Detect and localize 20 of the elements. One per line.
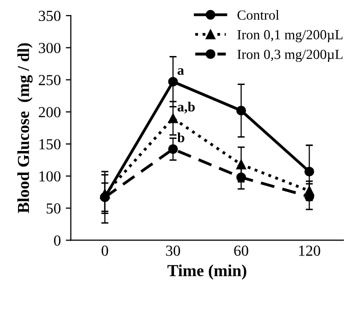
y-tick-label: 100 [40, 171, 60, 182]
legend-label: Control [237, 10, 280, 20]
annotation: a [178, 68, 184, 75]
x-tick-label: 60 [234, 246, 248, 256]
x-tick-label: 30 [166, 246, 180, 256]
y-tick-label: 300 [38, 42, 60, 54]
y-tick-label: 350 [38, 10, 60, 22]
y-axis-title: Blood Glucose (mg / dl) [17, 43, 33, 214]
x-axis-title: Time (min) [167, 264, 246, 280]
annotation: a,b [178, 102, 195, 114]
y-tick-label: 50 [46, 203, 60, 214]
y-tick-label: 150 [40, 139, 60, 150]
y-tick-label: 250 [38, 74, 60, 86]
y-tick-label: 200 [38, 107, 60, 118]
x-tick-label: 0 [102, 246, 108, 256]
x-tick-label: 120 [299, 246, 320, 256]
y-tick-label: 0 [54, 235, 60, 246]
legend-label: Iron 0,1 mg/200µL [237, 30, 342, 42]
legend-label: Iron 0,3 mg/200µL [237, 50, 342, 62]
annotation: b [177, 132, 184, 142]
